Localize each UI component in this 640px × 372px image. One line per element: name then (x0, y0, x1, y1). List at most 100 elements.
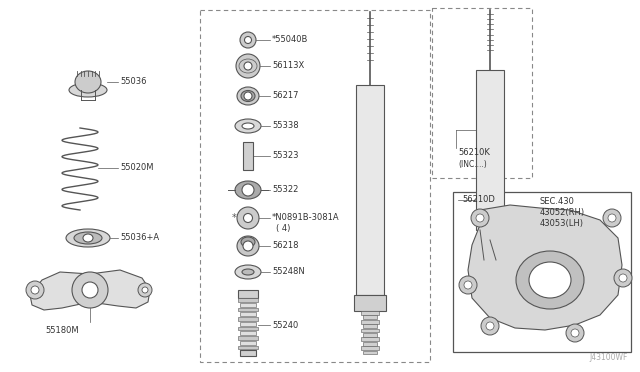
Text: *N0891B-3081A: *N0891B-3081A (272, 214, 340, 222)
Circle shape (486, 236, 494, 244)
Bar (363, 342, 377, 346)
Ellipse shape (242, 269, 254, 275)
Bar (238, 336, 258, 340)
Text: 55180M: 55180M (45, 326, 79, 335)
Circle shape (72, 272, 108, 308)
Text: 55036: 55036 (120, 77, 147, 87)
Text: 55338: 55338 (272, 122, 299, 131)
Circle shape (244, 36, 252, 44)
Ellipse shape (66, 229, 110, 247)
Bar (361, 311, 379, 315)
Ellipse shape (237, 87, 259, 105)
Ellipse shape (74, 232, 102, 244)
Circle shape (82, 282, 98, 298)
Bar (238, 327, 258, 330)
Circle shape (142, 287, 148, 293)
Circle shape (603, 209, 621, 227)
Circle shape (243, 241, 253, 251)
Circle shape (614, 269, 632, 287)
Bar (432, 8, 532, 178)
Bar (361, 337, 379, 341)
Circle shape (138, 283, 152, 297)
Ellipse shape (235, 119, 261, 133)
Ellipse shape (241, 90, 255, 102)
Bar (240, 350, 256, 356)
Text: 56210K: 56210K (458, 148, 490, 157)
Text: 56218: 56218 (272, 241, 298, 250)
Circle shape (244, 62, 252, 70)
Circle shape (237, 207, 259, 229)
Text: 56113X: 56113X (272, 61, 304, 71)
Polygon shape (470, 250, 496, 280)
Bar (238, 317, 258, 321)
Bar (361, 320, 379, 324)
Circle shape (476, 214, 484, 222)
Text: 55020M: 55020M (120, 164, 154, 173)
Circle shape (566, 324, 584, 342)
Circle shape (475, 265, 485, 275)
Circle shape (619, 274, 627, 282)
Bar (240, 341, 256, 344)
Text: *55040B: *55040B (272, 35, 308, 45)
Bar (363, 333, 377, 337)
Circle shape (481, 317, 499, 335)
Text: 43052(RH): 43052(RH) (540, 208, 585, 217)
Circle shape (459, 276, 477, 294)
Bar (363, 350, 377, 355)
Circle shape (240, 32, 256, 48)
Text: 55323: 55323 (272, 151, 298, 160)
Text: (INC....): (INC....) (458, 160, 487, 169)
Text: 43053(LH): 43053(LH) (540, 219, 584, 228)
Bar (476, 70, 504, 230)
Bar (240, 322, 256, 326)
Circle shape (26, 281, 44, 299)
Ellipse shape (237, 236, 259, 256)
Text: SEC.430: SEC.430 (540, 197, 575, 206)
Ellipse shape (69, 83, 107, 97)
Circle shape (236, 54, 260, 78)
Bar (240, 350, 256, 354)
Ellipse shape (75, 71, 101, 93)
Ellipse shape (235, 265, 261, 279)
Bar (240, 331, 256, 335)
Text: 55036+A: 55036+A (120, 234, 159, 243)
Ellipse shape (242, 123, 254, 129)
Bar (361, 346, 379, 350)
Text: 56210D: 56210D (462, 196, 495, 205)
Bar (354, 295, 386, 311)
Circle shape (31, 286, 39, 294)
Text: 55248N: 55248N (272, 267, 305, 276)
Bar (363, 315, 377, 319)
Polygon shape (468, 205, 622, 330)
Circle shape (486, 322, 494, 330)
Text: 56217: 56217 (272, 92, 298, 100)
Text: ( 4): ( 4) (276, 224, 291, 232)
Circle shape (471, 209, 489, 227)
Ellipse shape (529, 262, 571, 298)
Bar (240, 303, 256, 307)
Circle shape (608, 214, 616, 222)
Circle shape (464, 281, 472, 289)
Bar (238, 308, 258, 311)
Text: J43100WF: J43100WF (589, 353, 628, 362)
Circle shape (480, 230, 500, 250)
Bar (200, 10, 430, 362)
Circle shape (571, 329, 579, 337)
Bar (240, 312, 256, 316)
Text: 55240: 55240 (272, 321, 298, 330)
Circle shape (243, 214, 253, 222)
Bar (363, 324, 377, 328)
Bar (361, 328, 379, 332)
Ellipse shape (241, 237, 255, 247)
Polygon shape (30, 270, 150, 310)
Text: 55322: 55322 (272, 186, 298, 195)
Ellipse shape (83, 234, 93, 242)
Circle shape (242, 184, 254, 196)
Bar (238, 298, 258, 302)
Bar (238, 290, 258, 298)
Circle shape (244, 92, 252, 100)
Ellipse shape (235, 181, 261, 199)
Bar (453, 192, 631, 352)
Bar (243, 142, 253, 170)
Text: *: * (232, 213, 236, 223)
